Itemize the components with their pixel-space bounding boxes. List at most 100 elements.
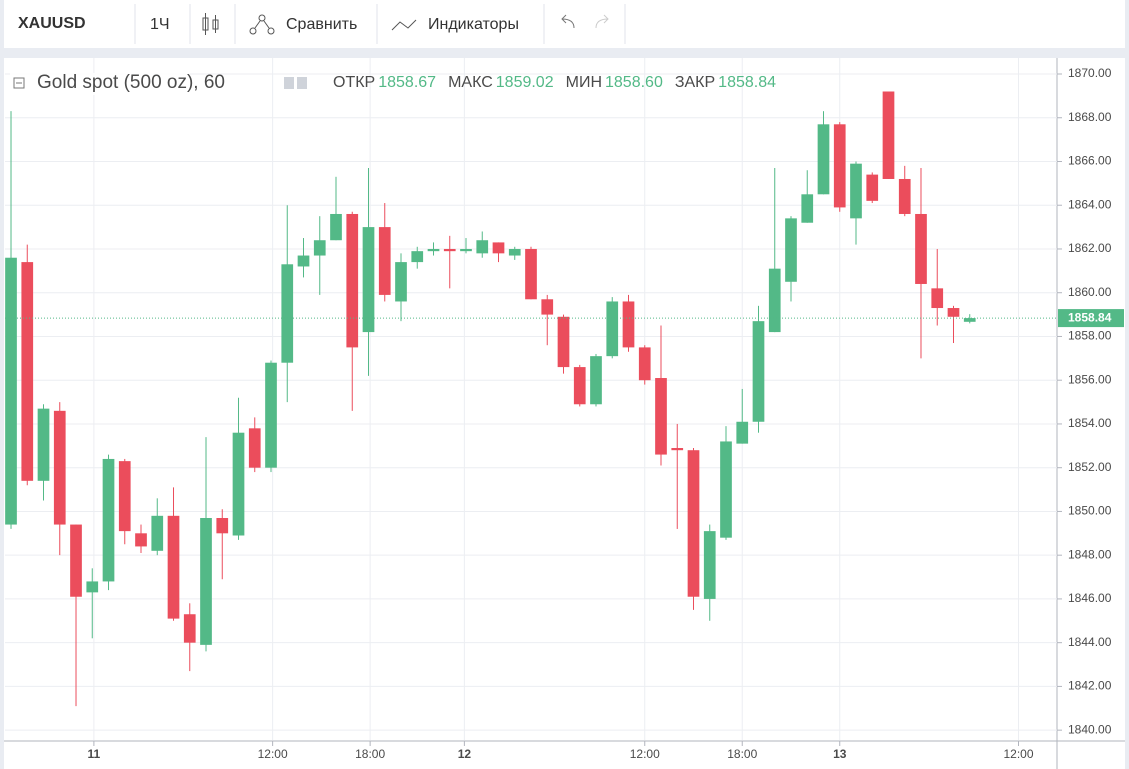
candle-body [395,262,407,302]
candle-body [525,248,537,300]
candle-body [200,517,212,645]
candle-icon[interactable] [202,13,219,35]
candle-body [736,421,749,444]
y-tick-label: 1844.00 [1068,635,1112,649]
symbol[interactable]: XAUUSD [18,15,86,32]
candle-body [427,248,440,252]
candle-body [183,614,196,643]
ohlc-legend: ОТКР 1858.67 МАКС 1859.02 МИН 1858.60 ЗАКР 1858… [284,74,776,91]
legend-key: МИН [566,74,602,91]
candle-body [37,408,50,481]
legend-key: МАКС [448,74,493,91]
undo[interactable] [561,14,575,29]
candle-body [915,213,927,284]
candle-body [70,524,82,597]
candle-body [557,316,570,368]
candle-body [752,321,765,422]
interval[interactable]: 1Ч [150,16,170,33]
candle-body [460,248,472,252]
toolbar [4,0,1125,48]
candle-body [703,531,716,599]
candle-body [590,356,602,405]
legend-value: 1858.60 [605,74,663,91]
candle-body [850,163,862,219]
last-price-box [1058,309,1124,328]
y-tick-label: 1864.00 [1068,197,1112,211]
candle-body [21,262,34,481]
candle-body [411,251,424,263]
legend-icon [284,77,294,89]
candle-body [5,257,17,525]
legend-icon [297,77,307,89]
candle-body [86,581,99,593]
redo[interactable] [595,14,609,29]
x-tick-label: 12:00 [258,747,288,761]
y-tick-label: 1846.00 [1068,591,1112,605]
candle-body [330,213,342,241]
candle-body [622,301,635,348]
compare-icon[interactable] [249,14,275,35]
candle-body [443,248,456,252]
candle-body [378,227,391,295]
candles [5,91,1057,707]
candle-body [232,432,245,536]
x-tick-label: 13 [833,747,847,761]
x-tick-label: 18:00 [727,747,757,761]
y-tick-label: 1850.00 [1068,504,1112,518]
y-tick-label: 1868.00 [1068,110,1112,124]
candle-body [476,240,489,254]
candle-body [297,255,310,267]
x-tick-label: 12:00 [1003,747,1033,761]
chart-title: Gold spot (500 oz), 60 [37,72,225,93]
y-tick-label: 1862.00 [1068,241,1112,255]
y-tick-label: 1866.00 [1068,154,1112,168]
candle-body [671,448,684,451]
candle-body [492,242,505,254]
candle-body [53,410,66,525]
legend-bg [10,73,190,95]
y-tick-label: 1856.00 [1068,372,1112,386]
candle-body [898,178,911,214]
candle-body [541,299,554,315]
x-tick-label: 11 [88,747,101,761]
legend-value: 1858.84 [718,74,776,91]
x-tick-label: 18:00 [355,747,385,761]
compare[interactable]: Сравнить [286,16,357,33]
candle-body [135,533,147,547]
y-tick-label: 1860.00 [1068,285,1112,299]
candle-body [866,174,879,201]
candle-body [801,194,814,223]
grid [5,58,1062,746]
candle-body [606,301,619,357]
y-tick-label: 1842.00 [1068,679,1112,693]
candle-body [151,515,164,551]
y-tick-label: 1852.00 [1068,460,1112,474]
y-tick-label: 1848.00 [1068,547,1112,561]
candle-body [963,318,976,322]
legend-key: ОТКР [333,74,375,91]
candle-body [817,124,830,195]
candle-body [346,213,359,348]
y-tick-label: 1840.00 [1068,722,1112,736]
candle-body [655,378,667,455]
candle-body [768,268,781,333]
indicators[interactable]: Индикаторы [428,16,519,33]
candle-body [248,428,261,468]
candle-body [720,441,732,538]
y-tick-label: 1870.00 [1068,66,1112,80]
candle-body [102,458,115,582]
candle-body [118,461,131,532]
candle-body [882,91,895,179]
y-tick-label: 1858.00 [1068,329,1112,343]
indicators-icon[interactable] [391,19,417,31]
candle-body [281,264,294,363]
candle-body [947,308,960,317]
candle-body [265,362,277,468]
candle-body [313,240,326,256]
legend-value: 1858.67 [378,74,436,91]
legend-value: 1859.02 [496,74,554,91]
collapse-icon[interactable] [13,77,25,89]
y-tick-label: 1854.00 [1068,416,1112,430]
